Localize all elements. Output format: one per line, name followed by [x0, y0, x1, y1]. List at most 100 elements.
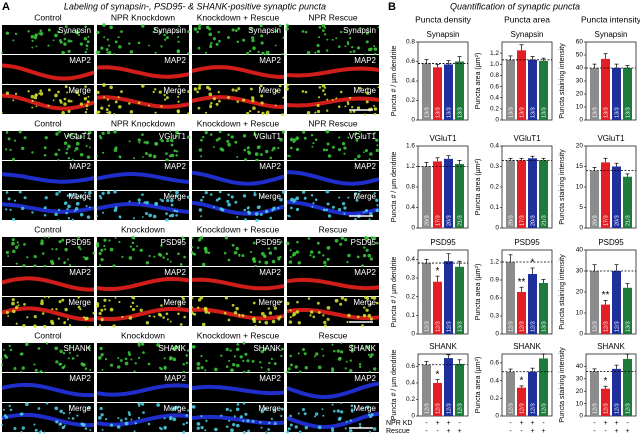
puncta — [161, 199, 165, 203]
dendrite — [191, 95, 284, 109]
count-label: 13/3 — [530, 107, 536, 118]
puncta — [268, 251, 273, 255]
puncta — [290, 197, 294, 202]
puncta — [183, 255, 186, 259]
column-header: Knockdown + Rescue — [197, 12, 280, 22]
y-tick-label: 40 — [576, 65, 584, 72]
y-tick-label: 0.6 — [490, 360, 499, 367]
puncta — [257, 110, 260, 114]
puncta — [356, 106, 361, 110]
bar — [422, 166, 431, 228]
puncta — [5, 31, 10, 35]
puncta — [273, 246, 277, 250]
puncta — [117, 96, 120, 99]
puncta — [100, 318, 104, 322]
puncta — [154, 201, 159, 206]
puncta — [264, 209, 269, 214]
puncta — [14, 92, 18, 96]
y-tick-label: 0.6 — [406, 363, 415, 370]
puncta — [23, 196, 27, 200]
puncta — [366, 87, 369, 90]
puncta — [74, 133, 78, 136]
puncta — [104, 357, 108, 361]
puncta — [33, 315, 37, 319]
puncta — [273, 306, 277, 310]
puncta — [271, 319, 276, 324]
condition-mark: + — [614, 420, 618, 427]
puncta — [133, 157, 136, 160]
puncta — [137, 356, 141, 360]
puncta — [191, 246, 194, 249]
bar — [601, 58, 610, 120]
column-header: Knockdown + Rescue — [197, 330, 280, 340]
puncta — [128, 316, 133, 320]
puncta — [84, 111, 88, 114]
y-tick-label: 15 — [576, 163, 584, 170]
count-label: 12/3 — [424, 321, 430, 332]
puncta — [134, 422, 137, 425]
puncta — [26, 256, 29, 259]
puncta — [341, 141, 346, 146]
bar — [590, 170, 599, 228]
puncta — [57, 208, 61, 212]
puncta — [170, 143, 174, 147]
puncta — [79, 42, 84, 46]
puncta — [39, 29, 43, 33]
puncta — [193, 313, 197, 316]
puncta — [175, 134, 178, 138]
panel-label: B — [388, 1, 396, 13]
puncta — [279, 137, 283, 142]
count-label: 12/3 — [592, 403, 598, 414]
puncta — [358, 363, 362, 366]
puncta — [336, 349, 340, 353]
bar — [601, 162, 610, 228]
y-tick-label: 0 — [495, 117, 499, 124]
puncta — [85, 144, 88, 148]
puncta — [268, 421, 271, 425]
count-label: 12/3 — [592, 321, 598, 332]
bar — [623, 176, 632, 228]
puncta — [313, 355, 316, 358]
puncta — [279, 197, 283, 202]
puncta — [309, 310, 314, 314]
puncta — [286, 430, 289, 434]
puncta — [260, 41, 264, 45]
puncta — [198, 148, 203, 152]
dendrite — [96, 65, 190, 79]
puncta — [369, 152, 373, 156]
puncta — [325, 208, 328, 211]
puncta — [182, 297, 185, 301]
dendrite — [1, 172, 95, 184]
panel-title: Labeling of synapsin-, PSD95- & SHANK-po… — [64, 1, 326, 11]
puncta — [196, 90, 199, 94]
puncta — [157, 312, 162, 316]
puncta — [22, 324, 26, 328]
y-tick-label: 1.0 — [490, 61, 499, 68]
puncta — [196, 426, 200, 430]
puncta — [356, 255, 360, 259]
bar — [539, 160, 548, 228]
puncta — [58, 240, 62, 244]
puncta — [236, 156, 239, 158]
puncta — [366, 300, 369, 302]
stain-label: Merge — [163, 404, 186, 413]
condition-mark: - — [425, 420, 428, 427]
puncta — [178, 301, 181, 304]
puncta — [252, 301, 256, 305]
puncta — [301, 90, 305, 93]
puncta — [116, 425, 121, 429]
puncta — [347, 136, 350, 139]
count-label: 12/3 — [519, 403, 525, 414]
puncta — [286, 301, 290, 306]
puncta — [290, 206, 293, 210]
puncta — [156, 403, 161, 407]
puncta — [323, 26, 327, 29]
y-tick-label: 1.2 — [490, 259, 499, 266]
puncta — [373, 192, 376, 195]
puncta — [253, 192, 257, 197]
puncta — [205, 85, 210, 90]
puncta — [200, 138, 203, 142]
puncta — [133, 370, 136, 373]
puncta — [138, 201, 141, 204]
puncta — [165, 36, 169, 40]
